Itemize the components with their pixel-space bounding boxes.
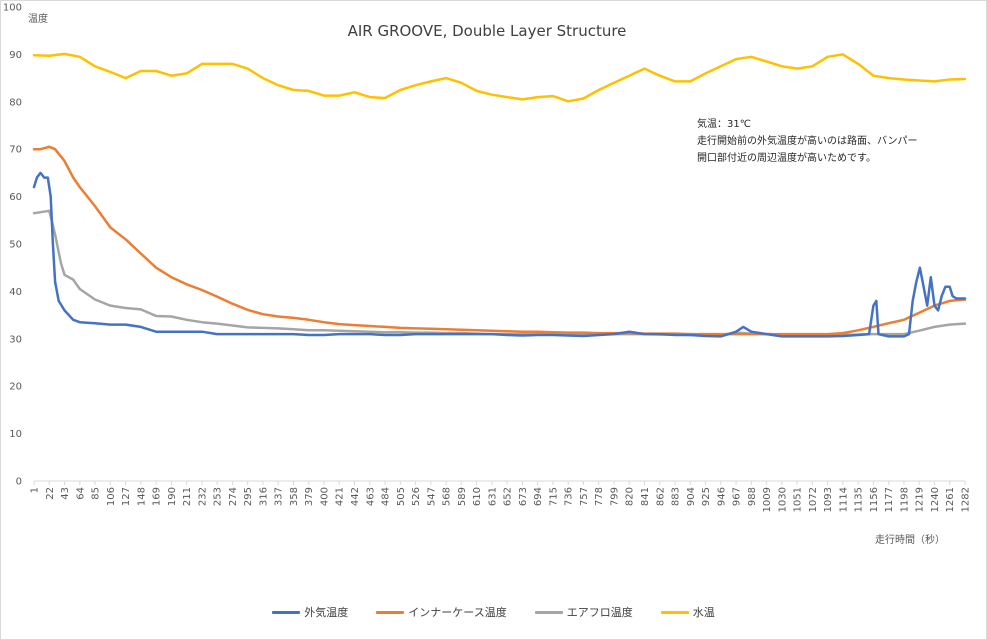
y-tick-label: 10 [9,429,22,440]
annotation-line-1: 気温：31℃ [697,119,751,130]
x-tick-label: 967 [732,487,743,506]
x-tick-label: 1 [30,487,41,493]
x-tick-label: 988 [747,487,758,506]
legend-swatch [272,610,301,614]
x-tick-label: 526 [411,487,422,506]
x-tick-label: 1177 [884,487,895,512]
x-tick-label: 610 [472,487,483,506]
x-tick-label: 211 [182,487,193,506]
x-tick-label: 253 [213,487,224,506]
legend-swatch [660,610,689,614]
x-tick-label: 1009 [762,487,773,512]
x-tick-label: 799 [609,487,620,506]
x-tick-label: 883 [671,487,682,506]
x-tick-label: 1156 [869,487,880,512]
x-tick-label: 547 [426,487,437,506]
chart-title: AIR GROOVE, Double Layer Structure [348,22,627,40]
x-tick-label: 652 [503,487,514,506]
x-tick-label: 1282 [961,487,972,512]
x-tick-label: 1240 [930,487,941,512]
legend-item-inner-case: インナーケース温度 [376,604,507,620]
x-tick-label: 169 [152,487,163,506]
series-line-1 [32,145,967,336]
x-tick-label: 400 [319,487,330,506]
x-tick-label: 715 [548,487,559,506]
legend-label: インナーケース温度 [408,606,507,619]
legend-swatch [376,610,405,614]
annotation-line-3: 開口部付近の周辺温度が高いためです。 [697,153,876,164]
x-axis-label: 走行時間（秒） [875,533,945,546]
x-tick-label: 442 [350,487,361,506]
x-tick-label: 904 [686,487,697,506]
x-tick-label: 925 [701,487,712,506]
x-tick-label: 1051 [793,487,804,512]
x-tick-label: 631 [487,487,498,506]
legend-label: 外気温度 [304,606,349,619]
x-tick-label: 841 [640,487,651,506]
x-tick-label: 274 [228,487,239,506]
annotation-line-2: 走行開始前の外気温度が高いのは路面、バンパー [697,136,918,147]
series-line-0 [32,171,967,338]
x-tick-label: 589 [457,487,468,506]
x-tick-label: 1219 [915,487,926,512]
x-tick-label: 64 [75,487,86,500]
x-tick-label: 85 [91,487,102,500]
x-tick-label: 1072 [808,487,819,512]
y-tick-label: 100 [3,3,22,14]
x-tick-label: 694 [533,487,544,506]
x-tick-label: 148 [136,487,147,506]
x-tick-label: 22 [45,487,56,500]
x-tick-label: 484 [381,487,392,506]
legend-swatch [534,610,563,614]
legend-item-water: 水温 [660,604,715,620]
y-tick-label: 80 [9,97,22,108]
legend-item-outside-air: 外気温度 [272,604,348,620]
x-tick-label: 1135 [854,487,865,512]
x-tick-label: 232 [197,487,208,506]
x-tick-label: 337 [274,487,285,506]
x-tick-label: 1114 [838,487,849,512]
x-tick-label: 673 [518,487,529,506]
x-tick-label: 106 [106,487,117,506]
x-tick-label: 568 [442,487,453,506]
legend-label: 水温 [692,606,715,619]
y-tick-label: 30 [9,334,22,345]
x-tick-label: 778 [594,487,605,506]
x-tick-label: 463 [365,487,376,506]
y-tick-label: 60 [9,192,22,203]
x-tick-label: 1261 [945,487,956,512]
x-tick-label: 127 [121,487,132,506]
x-tick-label: 1030 [777,487,788,512]
x-tick-label: 757 [579,487,590,506]
x-tick-label: 421 [335,487,346,506]
x-tick-label: 316 [258,487,269,506]
y-axis-label: 温度 [28,12,48,25]
y-tick-label: 90 [9,50,22,61]
y-tick-label: 0 [16,477,22,488]
legend-label: エアフロ温度 [566,606,633,619]
annotation-note: 気温：31℃ 走行開始前の外気温度が高いのは路面、バンパー 開口部付近の周辺温度… [697,116,918,167]
chart-legend: 外気温度 インナーケース温度 エアフロ温度 水温 [0,604,987,620]
x-tick-label: 505 [396,487,407,506]
series-line-3 [32,52,967,103]
x-tick-label: 1198 [899,487,910,512]
y-tick-label: 40 [9,287,22,298]
y-tick-label: 70 [9,145,22,156]
y-tick-label: 50 [9,240,22,251]
x-tick-label: 1093 [823,487,834,512]
y-tick-label: 20 [9,382,22,393]
x-tick-label: 190 [167,487,178,506]
x-tick-label: 295 [243,487,254,506]
x-tick-label: 862 [655,487,666,506]
x-tick-label: 946 [716,487,727,506]
x-tick-label: 379 [304,487,315,506]
x-tick-label: 43 [60,487,71,500]
x-tick-label: 358 [289,487,300,506]
legend-item-airflow: エアフロ温度 [534,604,633,620]
series-line-2 [32,209,967,337]
x-tick-label: 820 [625,487,636,506]
x-tick-label: 736 [564,487,575,506]
